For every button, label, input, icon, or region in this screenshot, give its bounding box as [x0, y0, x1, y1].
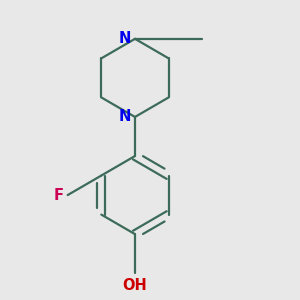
Text: OH: OH — [123, 278, 147, 293]
Text: N: N — [119, 31, 131, 46]
Text: F: F — [53, 188, 63, 202]
Text: N: N — [119, 110, 131, 124]
